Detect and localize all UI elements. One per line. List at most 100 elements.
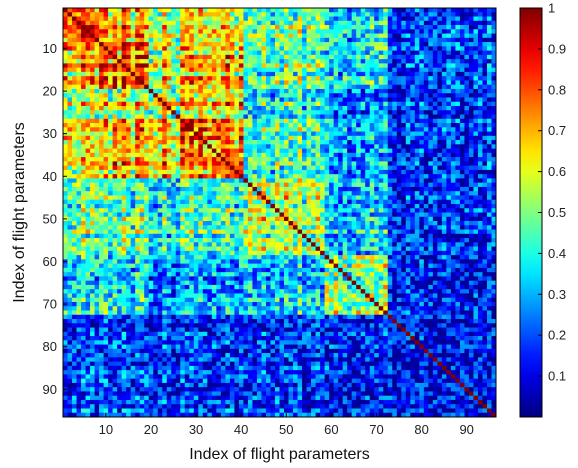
heatmap-cell: [103, 25, 109, 30]
heatmap-cell: [81, 63, 86, 68]
heatmap-cell: [387, 178, 393, 184]
heatmap-cell: [238, 97, 244, 103]
heatmap-cell: [383, 212, 389, 218]
heatmap-cell: [117, 63, 122, 68]
heatmap-cell: [270, 221, 276, 226]
heatmap-cell: [243, 93, 249, 98]
heatmap-cell: [297, 37, 303, 43]
heatmap-cell: [392, 148, 398, 154]
heatmap-cell: [270, 191, 276, 196]
heatmap-cell: [369, 16, 375, 22]
heatmap-cell: [265, 29, 271, 34]
heatmap-cell: [288, 59, 294, 64]
heatmap-cell: [207, 8, 213, 13]
heatmap-cell: [315, 191, 321, 196]
heatmap-cell: [347, 152, 353, 158]
heatmap-cell: [270, 157, 276, 162]
heatmap-cell: [450, 131, 456, 137]
heatmap-cell: [374, 182, 380, 188]
heatmap-cell: [468, 16, 474, 22]
heatmap-cell: [220, 101, 226, 107]
heatmap-cell: [243, 161, 249, 166]
heatmap-cell: [202, 37, 208, 43]
heatmap-cell: [423, 76, 429, 81]
heatmap-cell: [419, 29, 425, 34]
heatmap-cell: [252, 46, 258, 51]
heatmap-cell: [302, 25, 307, 30]
heatmap-cell: [198, 46, 204, 51]
heatmap-cell: [414, 221, 420, 226]
heatmap-cell: [175, 67, 181, 73]
heatmap-cell: [81, 101, 86, 107]
heatmap-cell: [419, 140, 425, 145]
heatmap-cell: [216, 59, 222, 64]
heatmap-cell: [265, 140, 271, 145]
heatmap-cell: [202, 144, 208, 149]
heatmap-cell: [81, 12, 86, 17]
heatmap-cell: [342, 144, 348, 149]
heatmap-cell: [211, 212, 217, 218]
heatmap-cell: [220, 212, 226, 218]
heatmap-cell: [85, 33, 91, 39]
heatmap-cell: [464, 37, 470, 43]
heatmap-cell: [261, 63, 267, 68]
heatmap-cell: [184, 174, 190, 179]
heatmap-cell: [81, 199, 86, 205]
heatmap-cell: [437, 152, 443, 158]
heatmap-cell: [414, 123, 420, 128]
heatmap-cell: [302, 152, 307, 158]
heatmap-cell: [121, 93, 127, 98]
heatmap-cell: [103, 37, 109, 43]
heatmap-cell: [432, 174, 438, 179]
heatmap-cell: [279, 157, 285, 162]
heatmap-cell: [202, 80, 208, 86]
heatmap-cell: [297, 20, 303, 26]
heatmap-cell: [148, 67, 154, 73]
heatmap-cell: [76, 88, 82, 94]
heatmap-cell: [166, 46, 172, 51]
heatmap-cell: [297, 84, 303, 90]
heatmap-cell: [243, 186, 249, 192]
heatmap-cell: [302, 20, 307, 26]
heatmap-cell: [324, 20, 330, 26]
heatmap-cell: [486, 148, 492, 154]
heatmap-cell: [288, 152, 294, 158]
heatmap-cell: [81, 203, 86, 209]
heatmap-cell: [166, 63, 172, 68]
heatmap-cell: [396, 63, 402, 68]
heatmap-cell: [189, 93, 195, 98]
heatmap-cell: [387, 225, 393, 230]
heatmap-cell: [288, 110, 294, 115]
heatmap-cell: [432, 46, 438, 51]
heatmap-cell: [302, 63, 307, 68]
heatmap-cell: [464, 131, 470, 137]
heatmap-cell: [180, 25, 186, 30]
heatmap-cell: [76, 182, 82, 188]
heatmap-cell: [468, 182, 474, 188]
heatmap-cell: [81, 195, 86, 201]
heatmap-cell: [72, 97, 77, 103]
heatmap-cell: [428, 42, 434, 47]
heatmap-cell: [432, 84, 438, 90]
heatmap-cell: [410, 114, 416, 120]
heatmap-cell: [324, 144, 330, 149]
heatmap-cell: [396, 50, 402, 56]
heatmap-cell: [94, 157, 100, 162]
heatmap-cell: [220, 110, 226, 115]
heatmap-cell: [72, 12, 77, 17]
heatmap-cell: [455, 12, 461, 17]
heatmap-cell: [297, 169, 303, 175]
heatmap-cell: [459, 148, 465, 154]
heatmap-cell: [99, 97, 104, 103]
heatmap-cell: [202, 105, 208, 111]
heatmap-cell: [329, 25, 334, 30]
heatmap-cell: [414, 59, 420, 64]
heatmap-cell: [90, 140, 95, 145]
heatmap-cell: [117, 140, 122, 145]
heatmap-cell: [207, 63, 213, 68]
heatmap-cell: [85, 42, 91, 47]
heatmap-cell: [211, 161, 217, 166]
heatmap-cell: [432, 123, 438, 128]
heatmap-cell: [261, 84, 267, 90]
heatmap-cell: [207, 105, 213, 111]
